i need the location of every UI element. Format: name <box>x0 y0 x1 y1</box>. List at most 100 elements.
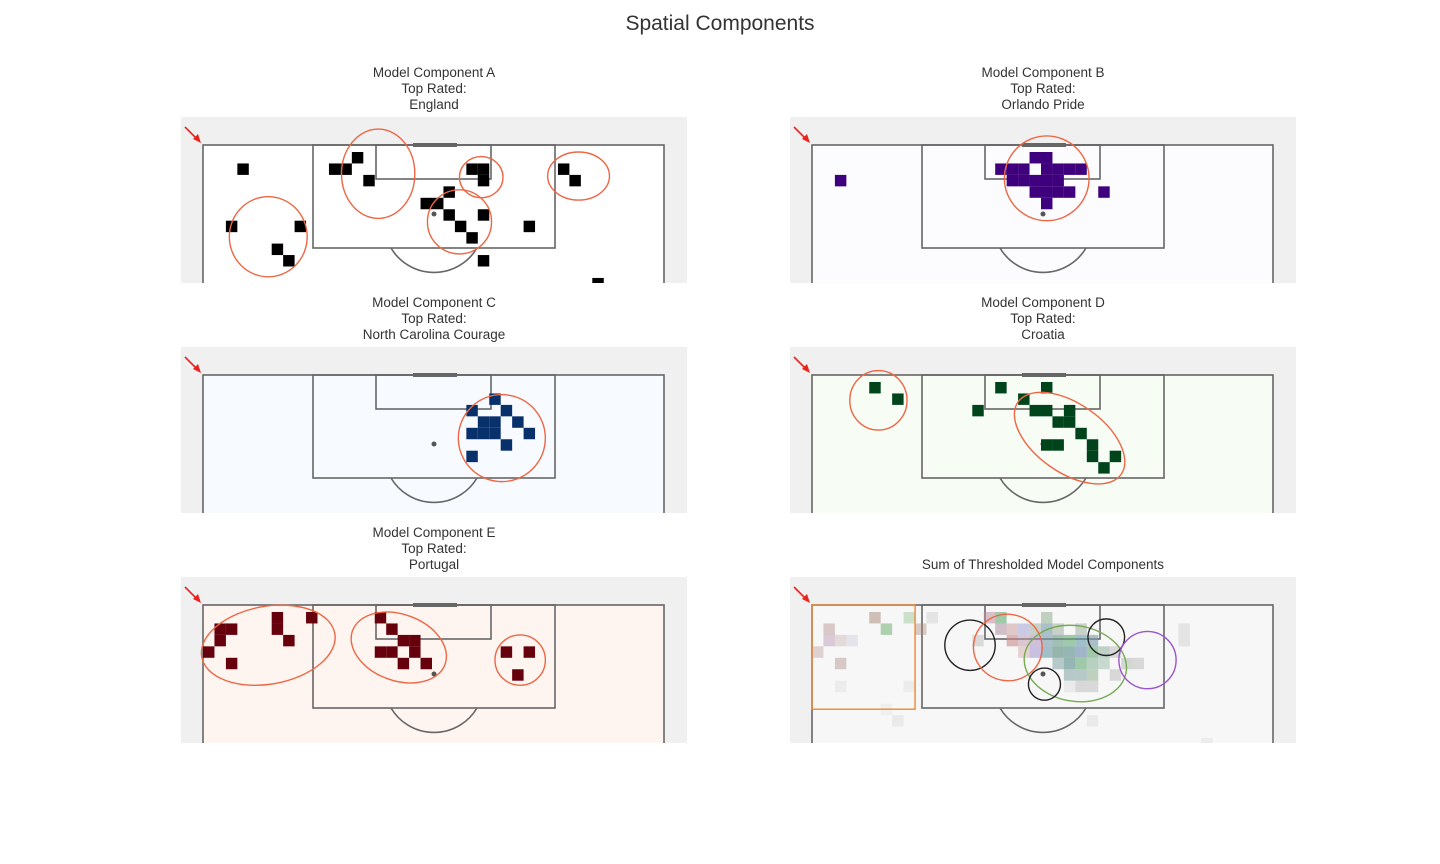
heatmap-cell <box>225 623 238 635</box>
figure-title: Spatial Components <box>625 12 815 35</box>
heatmap-cell <box>374 646 387 658</box>
heatmap-cell <box>477 209 490 221</box>
heatmap-cell <box>477 163 490 175</box>
heatmap-cell <box>823 623 835 635</box>
heatmap-cell <box>1041 152 1053 164</box>
panel-title: Model Component C Top Rated: North Carol… <box>181 295 687 343</box>
heatmap-cell <box>869 612 881 624</box>
panel-title-line: Top Rated: <box>1010 81 1076 96</box>
heatmap-cell <box>1063 646 1076 658</box>
heatmap-cell <box>834 680 847 693</box>
heatmap-cell <box>1041 634 1053 647</box>
heatmap-cell <box>1063 404 1076 417</box>
heatmap-cell <box>466 163 478 175</box>
heatmap-cell <box>409 634 421 647</box>
heatmap-cell <box>869 382 881 394</box>
heatmap-cell <box>1063 634 1076 647</box>
heatmap-cell <box>1029 174 1041 187</box>
cluster-ellipse <box>426 189 493 255</box>
heatmap-cell <box>1052 657 1064 670</box>
heatmap-cell <box>1029 634 1041 647</box>
heatmap-cell <box>477 255 490 267</box>
panel-title-line: Top Rated: <box>401 541 467 556</box>
penalty-spot <box>431 441 437 447</box>
heatmap-cell <box>1063 186 1076 198</box>
panel-title: Model Component E Top Rated: Portugal <box>181 525 687 573</box>
heatmap-cell <box>1098 462 1110 474</box>
heatmap-cell <box>512 416 524 428</box>
heatmap-cell <box>1075 646 1087 658</box>
direction-arrowhead <box>193 134 201 143</box>
heatmap-cell <box>489 393 501 405</box>
heatmap-cell <box>1052 634 1064 647</box>
heatmap-cell <box>995 163 1007 175</box>
heatmap-cell <box>1132 657 1145 670</box>
heatmap-cell <box>812 646 824 658</box>
panel-title-line: Orlando Pride <box>1001 97 1085 112</box>
cluster-ellipse <box>1027 667 1062 701</box>
heatmap-cell <box>1052 439 1064 451</box>
heatmap-cell <box>386 646 398 658</box>
heatmap-cell <box>903 680 916 693</box>
heatmap-cell <box>1086 439 1099 451</box>
heatmap-cell <box>1041 612 1053 624</box>
panel-title: Model Component D Top Rated: Croatia <box>790 295 1296 343</box>
heatmap-cell <box>454 220 467 233</box>
heatmap-cell <box>834 634 847 647</box>
direction-arrowhead <box>193 594 201 603</box>
heatmap-cell <box>512 669 524 681</box>
heatmap-cell <box>340 163 352 175</box>
panel-title-line: Portugal <box>408 557 460 572</box>
heatmap-cell <box>374 612 387 624</box>
heatmap-cell <box>523 646 536 658</box>
heatmap-cell <box>500 404 513 417</box>
heatmap-cell <box>477 174 490 187</box>
heatmap-cell <box>1075 623 1087 635</box>
pitch-heatmap <box>181 577 687 743</box>
heatmap-cell <box>1086 680 1099 693</box>
cluster-ellipse <box>340 128 416 220</box>
pitch-heatmap <box>181 117 687 283</box>
heatmap-cell <box>892 715 904 727</box>
panel-component-c: Model Component C Top Rated: North Carol… <box>181 294 687 514</box>
penalty-arc <box>390 707 478 734</box>
heatmap-cell <box>1018 634 1030 647</box>
heatmap-cell <box>432 197 444 210</box>
heatmap-cell <box>1063 163 1076 175</box>
heatmap-cell <box>1041 439 1053 451</box>
heatmap-cell <box>834 657 847 670</box>
heatmap-cell <box>972 404 984 417</box>
heatmap-cell <box>1041 186 1053 198</box>
heatmap-cell <box>1086 450 1099 463</box>
cluster-ellipse <box>546 151 611 201</box>
heatmap-cell <box>1018 646 1030 658</box>
heatmap-cell <box>1201 737 1213 743</box>
heatmap-cell <box>1006 163 1019 175</box>
heatmap-cell <box>1178 623 1190 635</box>
heatmap-cell <box>203 646 215 658</box>
panel-title-line: England <box>409 97 459 112</box>
heatmap-cell <box>972 634 984 647</box>
heatmap-cell <box>834 174 847 187</box>
heatmap-cell <box>1006 634 1019 647</box>
heatmap-cell <box>409 646 421 658</box>
heatmap-cell <box>823 634 835 647</box>
heatmap-cell <box>1041 197 1053 210</box>
heatmap-cell <box>1086 669 1099 681</box>
panel-title: Model Component B Top Rated: Orlando Pri… <box>790 65 1296 113</box>
heatmap-cell <box>294 220 307 233</box>
heatmap-cell <box>1041 382 1053 394</box>
heatmap-cell <box>569 174 581 187</box>
heatmap-cell <box>1041 404 1053 417</box>
heatmap-cell <box>995 623 1007 635</box>
heatmap-cell <box>500 439 513 451</box>
heatmap-cell <box>926 612 938 624</box>
heatmap-cell <box>846 634 858 647</box>
heatmap-cell <box>1029 404 1041 417</box>
cluster-ellipse <box>1087 618 1126 657</box>
panel-title-line: Top Rated: <box>401 311 467 326</box>
heatmap-cell <box>995 382 1007 394</box>
heatmap-cell <box>1075 669 1087 681</box>
panel-title-line: Model Component D <box>981 295 1105 310</box>
heatmap-cell <box>397 657 410 670</box>
